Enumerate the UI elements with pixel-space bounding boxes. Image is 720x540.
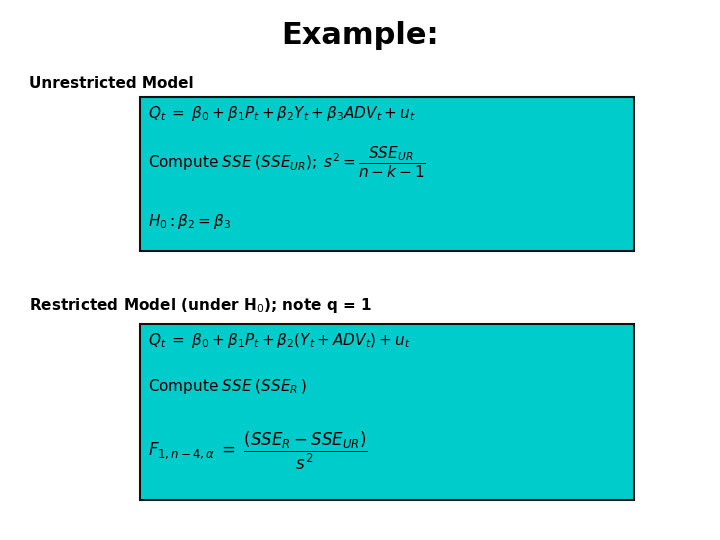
FancyBboxPatch shape xyxy=(140,97,634,251)
Text: $F_{1,n-4,\alpha} \;=\; \dfrac{(SSE_R - SSE_{UR})}{s^2}$: $F_{1,n-4,\alpha} \;=\; \dfrac{(SSE_R - … xyxy=(148,430,367,472)
Text: Restricted Model (under H$_0$); note q = 1: Restricted Model (under H$_0$); note q =… xyxy=(29,295,372,315)
Text: $Q_t \;=\; \beta_0 + \beta_1 P_t + \beta_2 Y_t + \beta_3 ADV_t + u_t$: $Q_t \;=\; \beta_0 + \beta_1 P_t + \beta… xyxy=(148,104,415,123)
Text: $\mathrm{Compute}\; SSE\; (SSE_R\,)$: $\mathrm{Compute}\; SSE\; (SSE_R\,)$ xyxy=(148,376,306,396)
Text: Example:: Example: xyxy=(282,21,438,50)
Text: $H_0 : \beta_2 = \beta_3$: $H_0 : \beta_2 = \beta_3$ xyxy=(148,212,230,231)
Text: Unrestricted Model: Unrestricted Model xyxy=(29,76,194,91)
FancyBboxPatch shape xyxy=(140,324,634,500)
Text: $Q_t \;=\; \beta_0 + \beta_1 P_t + \beta_2(Y_t + ADV_t) + u_t$: $Q_t \;=\; \beta_0 + \beta_1 P_t + \beta… xyxy=(148,330,410,350)
Text: $\mathrm{Compute}\; SSE\; (SSE_{UR});\; s^2 = \dfrac{SSE_{UR}}{n-k-1}$: $\mathrm{Compute}\; SSE\; (SSE_{UR});\; … xyxy=(148,144,426,180)
